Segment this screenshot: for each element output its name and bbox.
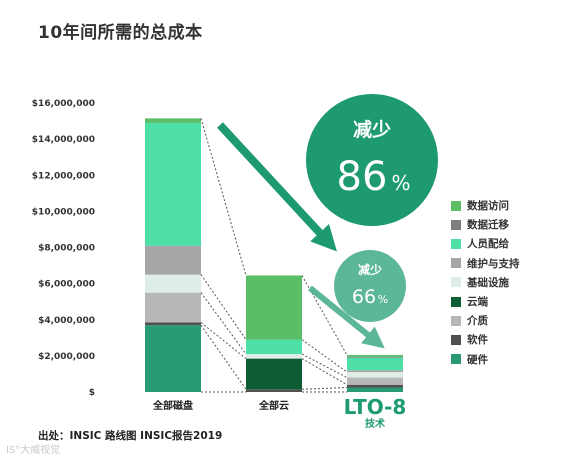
legend-swatch — [451, 296, 461, 307]
legend-label: 基础设施 — [467, 276, 509, 289]
reduction-badge-label: 减少 — [353, 118, 391, 141]
reduction-arrow-small — [308, 285, 385, 349]
legend-swatch — [451, 277, 461, 288]
legend-item: 云端 — [451, 292, 520, 311]
connector-line — [301, 339, 348, 373]
legend-item: 基础设施 — [451, 273, 520, 292]
legend-item: 介质 — [451, 311, 520, 330]
bar-segment — [145, 325, 201, 392]
bar-segment — [246, 354, 302, 359]
connector-line — [200, 324, 247, 390]
reduction-badge-small — [334, 250, 406, 322]
legend-label: 维护与支持 — [467, 257, 520, 270]
connector-line — [200, 292, 247, 355]
legend-item: 数据访问 — [451, 196, 520, 215]
reduction-badge-small-unit: % — [378, 293, 388, 306]
bar-segment — [246, 358, 302, 390]
legend-swatch — [451, 238, 461, 249]
bar-segment — [246, 389, 302, 392]
reduction-arrow — [217, 122, 337, 252]
legend-swatch — [451, 315, 461, 326]
bar-segment — [145, 322, 201, 326]
bar-segment — [347, 384, 403, 388]
connector-line — [200, 118, 247, 276]
bar-segment — [145, 292, 201, 323]
x-category-sublabel: 技术 — [365, 417, 385, 430]
x-category-label: 全部磁盘 — [152, 399, 193, 412]
legend-label: 云端 — [467, 296, 488, 309]
legend-item: 维护与支持 — [451, 254, 520, 273]
bar-segment — [246, 275, 302, 340]
bar-segment — [145, 274, 201, 293]
reduction-badge-unit: % — [391, 171, 410, 195]
bar-segment — [145, 118, 201, 123]
chart-title: 10年间所需的总成本 — [38, 23, 203, 43]
legend-label: 软件 — [467, 334, 488, 347]
bar-segment — [347, 372, 403, 378]
x-category-label: 全部云 — [258, 399, 289, 412]
legend-label: 介质 — [467, 315, 488, 328]
reduction-badge-value: 86 — [337, 154, 388, 200]
x-category-label: LTO-8 — [344, 395, 407, 419]
legend-swatch — [451, 258, 461, 269]
legend-item: 硬件 — [451, 350, 520, 369]
legend-label: 硬件 — [467, 353, 488, 366]
connector-line — [200, 274, 247, 340]
legend-item: 数据迁移 — [451, 215, 520, 234]
y-tick-label: $4,000,000 — [38, 316, 95, 326]
y-tick-label: $10,000,000 — [32, 207, 95, 217]
connector-line — [301, 358, 348, 386]
connector-line — [301, 275, 348, 356]
legend-label: 数据访问 — [467, 200, 509, 213]
legend-item: 软件 — [451, 330, 520, 349]
watermark-text: ⅠS°大威视觉 — [6, 445, 61, 456]
legend-label: 数据迁移 — [467, 219, 509, 232]
bar-segment — [145, 122, 201, 246]
reduction-badge-small-label: 减少 — [358, 262, 382, 277]
bar-segment — [347, 370, 403, 373]
connector-line — [301, 386, 348, 390]
bar-segment — [347, 377, 403, 385]
reduction-badge-small-value: 66 — [352, 286, 376, 308]
legend-label: 人员配给 — [467, 238, 509, 251]
bar-segment — [347, 387, 403, 392]
legend-item: 人员配给 — [451, 234, 520, 253]
y-tick-label: $6,000,000 — [38, 280, 95, 290]
y-tick-label: $14,000,000 — [32, 135, 95, 145]
legend-swatch — [451, 219, 461, 230]
legend-swatch — [451, 334, 461, 345]
legend-swatch — [451, 354, 461, 365]
reduction-badge — [306, 94, 438, 226]
bar-segment — [145, 245, 201, 275]
chart-legend: 数据访问数据迁移人员配给维护与支持基础设施云端介质软件硬件 — [451, 196, 520, 369]
connector-line — [200, 322, 247, 359]
connector-line — [301, 353, 348, 378]
y-tick-label: $ — [89, 388, 95, 398]
bar-segment — [347, 356, 403, 358]
legend-swatch — [451, 200, 461, 211]
y-tick-label: $12,000,000 — [32, 171, 95, 181]
bar-segment — [347, 357, 403, 371]
y-tick-label: $8,000,000 — [38, 244, 95, 254]
y-tick-label: $16,000,000 — [32, 99, 95, 109]
y-tick-label: $2,000,000 — [38, 352, 95, 362]
bar-segment — [347, 354, 403, 357]
bar-segment — [246, 339, 302, 355]
source-note: 出处：INSIC 路线图 INSIC报告2019 — [38, 430, 223, 442]
